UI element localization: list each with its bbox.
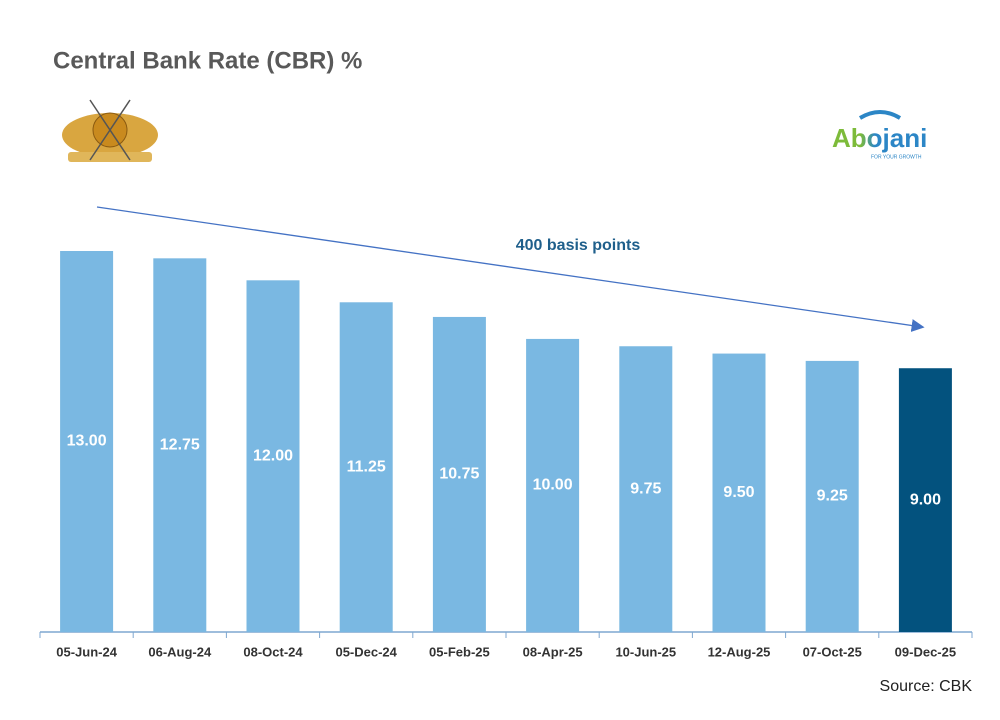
value-label: 12.00 — [253, 447, 293, 464]
bar — [526, 338, 580, 632]
value-label: 12.75 — [160, 436, 200, 453]
value-label: 9.00 — [910, 491, 941, 508]
trend-arrow — [96, 206, 925, 332]
x-tick-label: 05-Jun-24 — [56, 644, 117, 659]
bar — [339, 302, 393, 632]
value-label: 9.75 — [630, 480, 661, 497]
bar — [153, 258, 207, 632]
value-label: 11.25 — [347, 458, 386, 475]
bar — [246, 280, 300, 632]
bar — [712, 353, 766, 632]
x-tick-label: 05-Feb-25 — [429, 644, 490, 659]
value-label: 9.25 — [817, 488, 848, 505]
value-label: 13.00 — [67, 433, 107, 450]
x-tick-label: 07-Oct-25 — [803, 644, 862, 659]
logo-swoosh — [858, 110, 902, 120]
x-tick-label: 08-Oct-24 — [243, 644, 303, 659]
logo-tagline: FOR YOUR GROWTH — [871, 154, 922, 160]
coat-of-arms — [62, 99, 158, 162]
bar — [432, 316, 486, 632]
bar — [898, 368, 952, 632]
logo-text: Abojani — [832, 123, 927, 153]
bar — [619, 346, 673, 632]
source: Source: CBK — [880, 678, 973, 695]
x-tick-label: 08-Apr-25 — [523, 644, 583, 659]
x-tick-label: 05-Dec-24 — [335, 644, 397, 659]
annotation: 400 basis points — [516, 237, 641, 254]
x-tick-label: 09-Dec-25 — [895, 644, 956, 659]
chart-title: Central Bank Rate (CBR) % — [53, 47, 362, 74]
value-label: 10.00 — [533, 477, 573, 494]
x-tick-label: 06-Aug-24 — [148, 644, 212, 659]
bar — [805, 360, 859, 632]
x-tick-label: 10-Jun-25 — [615, 644, 676, 659]
value-label: 10.75 — [439, 466, 479, 483]
value-label: 9.50 — [723, 484, 754, 501]
bar — [60, 251, 114, 632]
x-tick-label: 12-Aug-25 — [708, 644, 771, 659]
